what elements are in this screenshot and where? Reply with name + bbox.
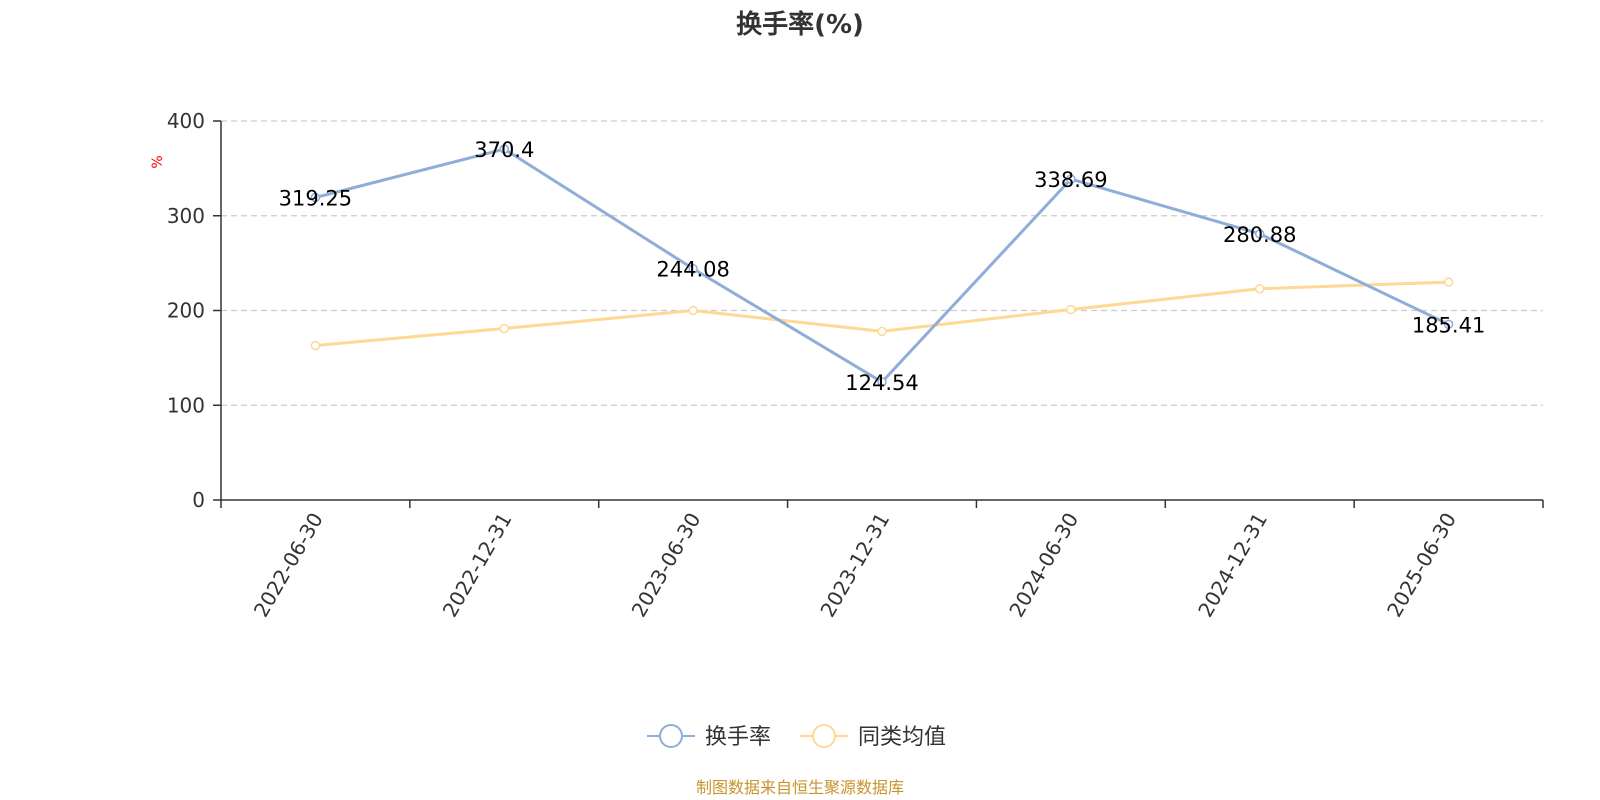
y-tick-label: 200 (167, 299, 205, 323)
series-point (1254, 229, 1265, 239)
series-line-turnover (315, 147, 1450, 384)
data-label: 319.25 (279, 187, 352, 211)
legend-item[interactable]: 换手率 (647, 724, 771, 750)
legend-item[interactable]: 同类均值 (800, 724, 946, 750)
legend-swatch-marker (659, 724, 683, 748)
chart-title: 换手率(%) (736, 9, 864, 40)
data-label: 185.41 (1412, 313, 1485, 337)
x-axis-ticks: 2022-06-30 2022-12-31 2023-06-30 2023-12-31… (220, 500, 1544, 622)
series-point (688, 305, 698, 316)
y-axis-ticks: 0 100 200 300 400 (167, 109, 221, 512)
legend-label: 换手率 (705, 725, 771, 750)
data-label: 280.88 (1223, 223, 1296, 247)
series-point (499, 144, 510, 154)
x-tick-label: 2024-06-30 (1004, 509, 1083, 622)
y-tick-label: 0 (192, 488, 205, 512)
series-point (877, 377, 887, 387)
y-tick-label: 300 (167, 204, 205, 228)
x-tick-label: 2025-06-30 (1382, 509, 1461, 622)
series-point (1066, 304, 1076, 315)
series-point (310, 192, 321, 203)
source-note: 制图数据来自恒生聚源数据库 (696, 778, 904, 797)
series-point (499, 323, 510, 334)
legend-swatch-marker (812, 724, 836, 748)
series-lines (310, 144, 1454, 387)
series-point (1254, 283, 1265, 294)
x-tick-label: 2024-12-31 (1193, 509, 1272, 622)
legend[interactable]: 换手率 同类均值 (647, 724, 946, 750)
series-point (1066, 174, 1076, 184)
data-label: 370.4 (474, 138, 534, 162)
x-tick-label: 2022-06-30 (249, 509, 328, 622)
data-labels: 319.25 370.4 244.08 124.54 338.69 280.88 185.4… (279, 138, 1486, 395)
x-tick-label: 2023-12-31 (815, 509, 894, 622)
data-label: 244.08 (656, 258, 729, 282)
x-tick-label: 2023-06-30 (627, 509, 706, 622)
legend-label: 同类均值 (858, 725, 946, 750)
series-point (310, 340, 321, 351)
y-tick-label: 100 (167, 393, 205, 417)
series-point (1443, 277, 1454, 287)
y-axis-unit: % (150, 155, 166, 168)
y-tick-label: 400 (167, 109, 205, 133)
data-label: 338.69 (1034, 168, 1107, 192)
series-point (1443, 319, 1454, 330)
data-label: 124.54 (845, 371, 918, 395)
series-point (877, 326, 887, 337)
series-point (688, 263, 698, 274)
x-tick-label: 2022-12-31 (438, 509, 517, 622)
grid-lines (221, 120, 1543, 406)
